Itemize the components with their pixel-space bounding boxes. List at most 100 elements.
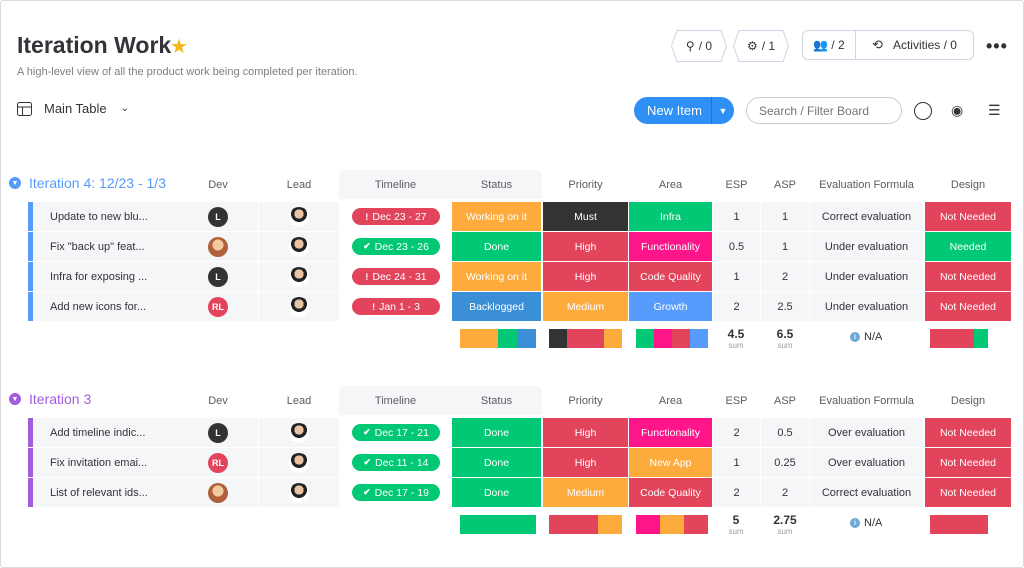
priority-summary-bar[interactable] <box>549 515 622 534</box>
item-name[interactable]: Fix invitation emai... <box>50 456 148 469</box>
column-header-asp[interactable]: ASP <box>773 179 796 191</box>
status-cell[interactable]: Done <box>452 232 541 261</box>
esp-cell[interactable]: 2 <box>713 478 760 507</box>
priority-cell[interactable]: High <box>543 232 628 261</box>
avatar[interactable] <box>289 422 309 443</box>
priority-cell[interactable]: Medium <box>543 292 628 321</box>
board-title[interactable]: Iteration Work <box>17 32 172 58</box>
column-header-lead[interactable]: Lead <box>286 395 312 407</box>
timeline-pill[interactable]: ✔ Dec 17 - 21 <box>352 424 440 441</box>
avatar[interactable]: L <box>208 422 228 443</box>
column-header-priority[interactable]: Priority <box>568 395 603 407</box>
priority-cell[interactable]: Must <box>543 202 628 231</box>
info-icon[interactable]: i <box>850 518 860 528</box>
column-header-esp[interactable]: ESP <box>725 395 748 407</box>
dev-cell[interactable] <box>178 232 258 261</box>
timeline-pill[interactable]: ! Dec 24 - 31 <box>352 268 440 285</box>
dev-cell[interactable]: L <box>178 202 258 231</box>
area-summary-bar[interactable] <box>636 515 708 534</box>
timeline-pill[interactable]: ✔ Dec 23 - 26 <box>352 238 440 255</box>
item-name[interactable]: Infra for exposing ... <box>50 270 148 283</box>
area-cell[interactable]: Code Quality <box>629 478 712 507</box>
status-cell[interactable]: Working on it <box>452 202 541 231</box>
group-title[interactable]: ▼ Iteration 3 <box>9 391 91 407</box>
avatar[interactable] <box>289 482 309 503</box>
asp-cell[interactable]: 1 <box>761 232 809 261</box>
timeline-pill[interactable]: ✔ Dec 11 - 14 <box>352 454 440 471</box>
column-header-area[interactable]: Area <box>658 395 683 407</box>
item-name[interactable]: Add timeline indic... <box>50 426 146 439</box>
table-row[interactable]: Fix invitation emai...💬RL✔Dec 11 - 14Don… <box>28 448 1011 477</box>
column-header-status[interactable]: Status <box>480 395 513 407</box>
avatar[interactable] <box>289 266 309 287</box>
asp-cell[interactable]: 2.5 <box>761 292 809 321</box>
column-header-asp[interactable]: ASP <box>773 395 796 407</box>
status-summary-bar[interactable] <box>460 515 536 534</box>
chevron-down-icon[interactable]: ▼ <box>9 177 21 189</box>
info-icon[interactable]: i <box>850 332 860 342</box>
esp-cell[interactable]: 1 <box>713 202 760 231</box>
asp-cell[interactable]: 0.5 <box>761 418 809 447</box>
dev-cell[interactable]: RL <box>178 448 258 477</box>
column-header-timeline[interactable]: Timeline <box>374 395 417 407</box>
area-cell[interactable]: Code Quality <box>629 262 712 291</box>
area-cell[interactable]: New App <box>629 448 712 477</box>
chevron-down-icon[interactable]: ▼ <box>711 97 734 124</box>
avatar[interactable] <box>289 206 309 227</box>
area-cell[interactable]: Infra <box>629 202 712 231</box>
area-summary-bar[interactable] <box>636 329 708 348</box>
esp-cell[interactable]: 0.5 <box>713 232 760 261</box>
esp-cell[interactable]: 1 <box>713 262 760 291</box>
area-cell[interactable]: Functionality <box>629 418 712 447</box>
dev-cell[interactable]: L <box>178 418 258 447</box>
column-header-area[interactable]: Area <box>658 179 683 191</box>
design-cell[interactable]: Not Needed <box>925 418 1011 447</box>
lead-cell[interactable] <box>259 418 339 447</box>
timeline-cell[interactable]: ✔ Dec 11 - 14 <box>340 448 452 477</box>
group-title-label[interactable]: Iteration 4: 12/23 - 1/3 <box>29 175 166 191</box>
avatar[interactable] <box>289 452 309 473</box>
timeline-cell[interactable]: ! Jan 1 - 3 <box>340 292 452 321</box>
view-selector[interactable]: Main Table ⌄ <box>17 101 129 116</box>
area-cell[interactable]: Functionality <box>629 232 712 261</box>
design-cell[interactable]: Needed <box>925 232 1011 261</box>
column-header-dev[interactable]: Dev <box>208 395 228 407</box>
avatar[interactable]: L <box>208 266 228 287</box>
design-cell[interactable]: Not Needed <box>925 292 1011 321</box>
status-cell[interactable]: Done <box>452 418 541 447</box>
timeline-cell[interactable]: ✔ Dec 17 - 19 <box>340 478 452 507</box>
lead-cell[interactable] <box>259 478 339 507</box>
lead-cell[interactable] <box>259 262 339 291</box>
design-cell[interactable]: Not Needed <box>925 202 1011 231</box>
priority-cell[interactable]: High <box>543 262 628 291</box>
esp-cell[interactable]: 2 <box>713 418 760 447</box>
lead-cell[interactable] <box>259 202 339 231</box>
item-name[interactable]: Add new icons for... <box>50 300 146 313</box>
table-row[interactable]: Add timeline indic...💬L✔Dec 17 - 21DoneH… <box>28 418 1011 447</box>
item-name[interactable]: Update to new blu... <box>50 210 148 223</box>
avatar[interactable] <box>289 296 309 317</box>
dev-cell[interactable] <box>178 478 258 507</box>
column-header-esp[interactable]: ESP <box>725 179 748 191</box>
item-name[interactable]: List of relevant ids... <box>50 486 148 499</box>
asp-cell[interactable]: 2 <box>761 478 809 507</box>
table-row[interactable]: List of relevant ids...💬✔Dec 17 - 19Done… <box>28 478 1011 507</box>
table-row[interactable]: Fix "back up" feat...💬✔Dec 23 - 26DoneHi… <box>28 232 1011 261</box>
asp-cell[interactable]: 1 <box>761 202 809 231</box>
automations-button[interactable]: ⚙/ 1 <box>733 30 789 62</box>
area-cell[interactable]: Growth <box>629 292 712 321</box>
timeline-pill[interactable]: ! Jan 1 - 3 <box>352 298 440 315</box>
search-input[interactable] <box>746 97 902 124</box>
dev-cell[interactable]: RL <box>178 292 258 321</box>
group-title[interactable]: ▼ Iteration 4: 12/23 - 1/3 <box>9 175 166 191</box>
timeline-cell[interactable]: ! Dec 23 - 27 <box>340 202 452 231</box>
column-header-status[interactable]: Status <box>480 179 513 191</box>
status-cell[interactable]: Working on it <box>452 262 541 291</box>
priority-cell[interactable]: High <box>543 448 628 477</box>
lead-cell[interactable] <box>259 292 339 321</box>
table-row[interactable]: Update to new blu...💬L!Dec 23 - 27Workin… <box>28 202 1011 231</box>
person-filter-icon[interactable] <box>914 102 932 120</box>
avatar[interactable]: RL <box>208 452 228 473</box>
avatar[interactable]: RL <box>208 296 228 317</box>
priority-summary-bar[interactable] <box>549 329 622 348</box>
